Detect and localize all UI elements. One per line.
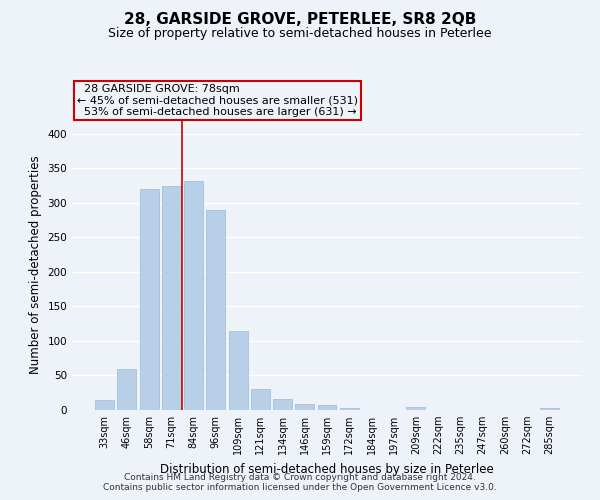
Bar <box>317 405 337 410</box>
Bar <box>540 408 559 410</box>
Bar <box>162 186 181 410</box>
Bar <box>295 404 314 410</box>
Bar <box>251 390 270 410</box>
X-axis label: Distribution of semi-detached houses by size in Peterlee: Distribution of semi-detached houses by … <box>160 462 494 475</box>
Text: 28 GARSIDE GROVE: 78sqm
← 45% of semi-detached houses are smaller (531)
  53% of: 28 GARSIDE GROVE: 78sqm ← 45% of semi-de… <box>77 84 358 117</box>
Text: Contains HM Land Registry data © Crown copyright and database right 2024.
Contai: Contains HM Land Registry data © Crown c… <box>103 473 497 492</box>
Bar <box>340 408 359 410</box>
Bar <box>206 210 225 410</box>
Bar <box>184 181 203 410</box>
Text: Size of property relative to semi-detached houses in Peterlee: Size of property relative to semi-detach… <box>108 28 492 40</box>
Bar <box>95 400 114 410</box>
Bar <box>406 406 425 410</box>
Bar <box>273 399 292 410</box>
Text: 28, GARSIDE GROVE, PETERLEE, SR8 2QB: 28, GARSIDE GROVE, PETERLEE, SR8 2QB <box>124 12 476 28</box>
Bar <box>229 330 248 410</box>
Bar <box>140 189 158 410</box>
Y-axis label: Number of semi-detached properties: Number of semi-detached properties <box>29 156 42 374</box>
Bar <box>118 368 136 410</box>
